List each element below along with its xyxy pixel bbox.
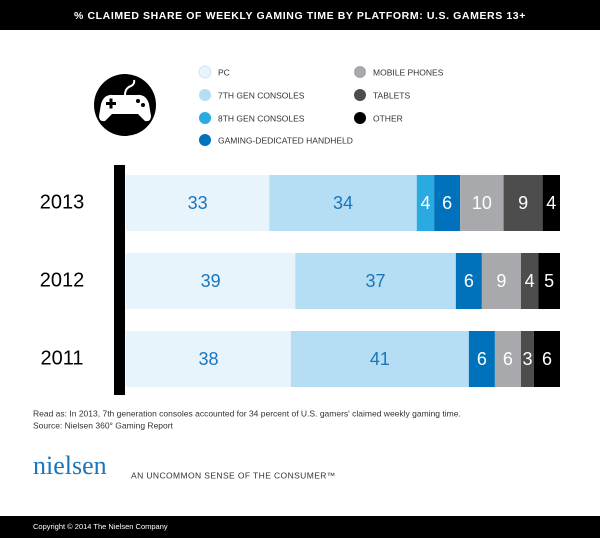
- legend-marker: [199, 89, 211, 101]
- value-label: 5: [544, 271, 554, 291]
- bar-segment: [434, 175, 461, 231]
- value-label: 6: [542, 349, 552, 369]
- legend-label: TABLETS: [373, 90, 410, 100]
- logo: nielsen: [33, 451, 107, 480]
- value-label: 39: [201, 271, 221, 291]
- legend-marker: [198, 65, 212, 79]
- bar-segment: [481, 253, 521, 309]
- bar-segment: [290, 331, 469, 387]
- bar-segment: [126, 253, 296, 309]
- value-label: 41: [370, 349, 390, 369]
- legend-label: OTHER: [373, 113, 403, 123]
- legend-label: 8TH GEN CONSOLES: [218, 113, 305, 123]
- value-label: 6: [464, 271, 474, 291]
- value-label: 3: [522, 349, 532, 369]
- legend-label: GAMING-DEDICATED HANDHELD: [218, 135, 353, 145]
- copyright: Copyright © 2014 The Nielsen Company: [33, 522, 168, 531]
- bar-segment: [520, 331, 534, 387]
- bar-segment: [494, 331, 521, 387]
- bar-segment: [126, 175, 270, 231]
- axis-bar: [114, 165, 125, 395]
- bar-segment: [460, 175, 504, 231]
- value-label: 9: [518, 193, 528, 213]
- value-label: 38: [198, 349, 218, 369]
- bar-segment: [269, 175, 417, 231]
- value-label: 33: [188, 193, 208, 213]
- legend-label: MOBILE PHONES: [373, 67, 444, 77]
- value-label: 6: [477, 349, 487, 369]
- note: Read as: In 2013, 7th generation console…: [33, 408, 461, 418]
- footer-bar: [0, 516, 600, 538]
- bar-segment: [503, 175, 543, 231]
- value-label: 9: [496, 271, 506, 291]
- bar-segment: [468, 331, 495, 387]
- tagline: AN UNCOMMON SENSE OF THE CONSUMER™: [131, 470, 336, 480]
- bar-segment: [533, 331, 560, 387]
- legend-label: 7TH GEN CONSOLES: [218, 90, 305, 100]
- bar-segment: [126, 331, 291, 387]
- bar-segment: [455, 253, 482, 309]
- legend-marker: [354, 89, 366, 101]
- legend-marker: [199, 134, 211, 146]
- y-tick-label: 2012: [40, 269, 85, 291]
- legend-marker: [354, 112, 366, 124]
- value-label: 10: [472, 193, 492, 213]
- bar-segment: [520, 253, 539, 309]
- value-label: 6: [442, 193, 452, 213]
- legend-label: PC: [218, 67, 230, 77]
- header-bar: [0, 0, 600, 30]
- legend-marker: [354, 66, 366, 78]
- value-label: 4: [546, 193, 556, 213]
- value-label: 37: [366, 271, 386, 291]
- legend-marker: [199, 112, 211, 124]
- value-label: 4: [420, 193, 430, 213]
- bar-segment: [416, 175, 435, 231]
- source: Source: Nielsen 360° Gaming Report: [33, 420, 174, 430]
- bar-segment: [538, 253, 560, 309]
- value-label: 34: [333, 193, 353, 213]
- bar-segment: [295, 253, 456, 309]
- value-label: 6: [503, 349, 513, 369]
- value-label: 4: [525, 271, 535, 291]
- gamepad-icon: [94, 74, 156, 136]
- y-tick-label: 2013: [40, 191, 85, 213]
- y-tick-label: 2011: [40, 347, 83, 369]
- bar-segment: [542, 175, 560, 231]
- chart-title: % CLAIMED SHARE OF WEEKLY GAMING TIME BY…: [74, 10, 526, 22]
